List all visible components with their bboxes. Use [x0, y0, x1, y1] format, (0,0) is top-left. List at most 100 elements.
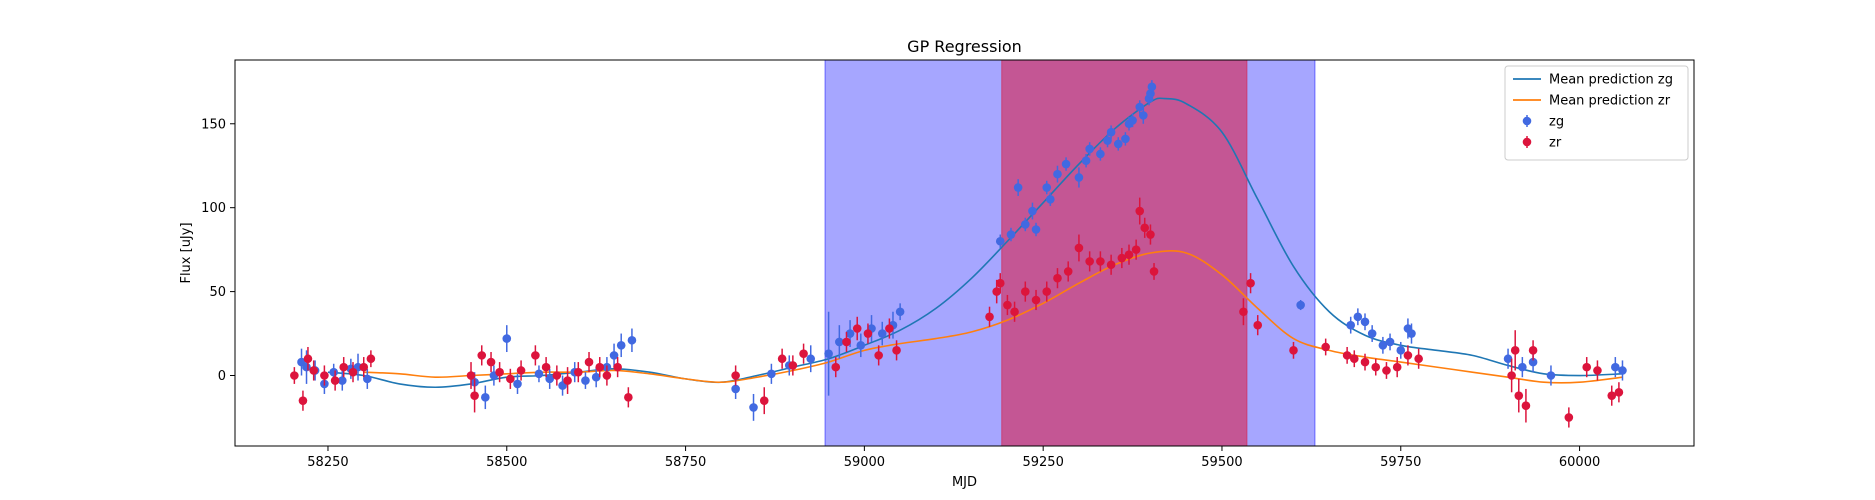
data-point-zr — [1085, 257, 1094, 266]
data-point-zg — [329, 367, 338, 377]
data-point-zr — [320, 371, 329, 380]
data-point-zr — [1510, 346, 1520, 355]
y-axis-label: Flux [uJy] — [179, 222, 194, 283]
data-point-zr — [1140, 223, 1150, 233]
legend-entry-label: Mean prediction zg — [1549, 73, 1673, 88]
data-point-zr — [1124, 250, 1134, 259]
data-point-zr — [1289, 346, 1298, 355]
data-point-zr — [290, 371, 299, 380]
data-point-zg — [1396, 346, 1406, 355]
y-axis: 0 50 100 150 — [201, 117, 235, 384]
data-point-zg — [1046, 194, 1055, 204]
data-point-zr — [863, 329, 873, 338]
data-point-zr — [1063, 267, 1073, 276]
data-point-zr — [1414, 354, 1423, 364]
data-point-zg — [806, 354, 816, 364]
data-point-zg — [1138, 111, 1148, 120]
data-point-zr — [1106, 260, 1116, 270]
shaded-region-1 — [1001, 59, 1248, 447]
data-point-zr — [1146, 230, 1155, 239]
y-tick-label: 100 — [201, 201, 226, 216]
data-point-zr — [1371, 362, 1381, 372]
data-point-zg — [545, 374, 554, 384]
data-point-zg — [1407, 329, 1416, 338]
data-point-zr — [1003, 300, 1012, 310]
legend-point-swatch — [1522, 116, 1532, 126]
data-point-zr — [1042, 287, 1052, 296]
data-point-zr — [486, 357, 496, 367]
x-tick-label: 59500 — [1201, 455, 1242, 470]
data-point-zr — [831, 362, 841, 372]
data-point-zr — [477, 351, 487, 360]
data-point-zr — [584, 357, 594, 367]
legend: Mean prediction zg Mean prediction zr zg zr — [1504, 65, 1689, 161]
data-point-zr — [495, 367, 504, 377]
data-point-zg — [1106, 127, 1116, 137]
data-point-zr — [366, 354, 376, 364]
data-point-zr — [1149, 267, 1159, 276]
data-point-zr — [842, 337, 851, 347]
x-tick-label: 59750 — [1380, 455, 1421, 470]
data-point-zg — [1028, 206, 1037, 216]
data-point-zr — [1020, 287, 1030, 296]
data-point-zr — [1593, 366, 1602, 375]
data-point-zg — [363, 374, 372, 384]
data-point-zr — [595, 362, 605, 372]
x-tick-label: 59250 — [1022, 455, 1063, 470]
data-point-zg — [481, 393, 490, 402]
data-point-zg — [1013, 183, 1023, 192]
data-point-zr — [1521, 401, 1531, 411]
data-point-zr — [799, 349, 808, 358]
data-point-zr — [1614, 387, 1624, 397]
data-point-zg — [1385, 337, 1395, 347]
data-point-zr — [759, 396, 769, 405]
data-point-zr — [731, 371, 740, 380]
data-point-zr — [1507, 371, 1516, 380]
data-point-zg — [1546, 371, 1556, 380]
data-point-zr — [985, 312, 994, 322]
data-point-zr — [613, 362, 622, 372]
data-point-zg — [337, 376, 347, 385]
data-point-zg — [1618, 366, 1627, 375]
data-point-zr — [303, 354, 313, 364]
data-point-zg — [1020, 220, 1030, 229]
data-point-zr — [506, 374, 515, 384]
data-point-zr — [466, 371, 476, 380]
data-point-zr — [1031, 295, 1041, 305]
data-point-zg — [1147, 82, 1157, 92]
data-point-zg — [1031, 225, 1041, 234]
data-point-zr — [874, 351, 883, 360]
data-point-zg — [767, 369, 776, 379]
data-point-zr — [1321, 342, 1330, 352]
data-point-zr — [1382, 366, 1391, 375]
data-point-zg — [1367, 329, 1377, 338]
data-point-zr — [359, 362, 369, 372]
chart-title: GP Regression — [907, 37, 1022, 56]
data-point-zg — [1503, 354, 1513, 364]
data-point-zg — [1006, 230, 1016, 239]
data-point-zg — [1053, 169, 1062, 179]
data-point-zr — [1053, 273, 1062, 283]
data-point-zg — [749, 403, 758, 412]
data-point-zg — [856, 341, 866, 350]
data-point-zr — [892, 346, 901, 355]
y-tick-label: 0 — [218, 369, 226, 384]
data-point-zg — [1135, 102, 1145, 112]
data-point-zr — [1074, 243, 1084, 253]
data-point-zr — [602, 371, 612, 380]
data-point-zg — [1528, 357, 1538, 367]
data-point-zr — [1360, 357, 1370, 367]
x-tick-label: 59000 — [844, 455, 885, 470]
data-point-zg — [1346, 320, 1356, 330]
data-point-zr — [1253, 320, 1263, 330]
data-point-zg — [1518, 362, 1527, 372]
data-point-zg — [824, 349, 833, 358]
data-point-zg — [731, 384, 740, 394]
data-point-zr — [1392, 362, 1402, 372]
data-point-zr — [1514, 391, 1524, 400]
data-point-zr — [531, 351, 540, 360]
data-point-zg — [1074, 173, 1084, 182]
y-tick-label: 50 — [209, 285, 226, 300]
data-point-zr — [552, 371, 562, 380]
x-tick-label: 58500 — [486, 455, 527, 470]
